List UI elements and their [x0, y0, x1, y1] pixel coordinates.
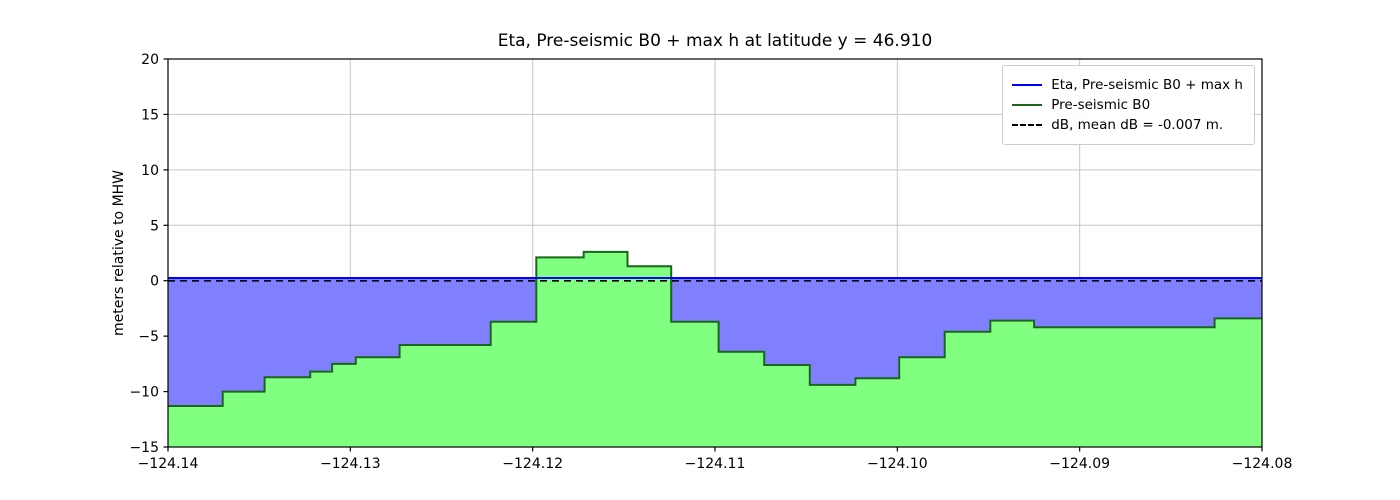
legend-line-eta-icon	[1012, 84, 1043, 86]
y-tick-label: −5	[138, 329, 159, 345]
legend-label-db: dB, mean dB = -0.007 m.	[1051, 117, 1224, 133]
y-tick-label: 15	[141, 107, 159, 123]
x-tick-label: −124.13	[320, 456, 381, 472]
legend-entry-db: dB, mean dB = -0.007 m.	[1012, 117, 1243, 133]
y-tick-label: 0	[150, 274, 159, 290]
legend-label-b0: Pre-seismic B0	[1051, 97, 1151, 113]
x-tick-label: −124.08	[1232, 456, 1293, 472]
legend-line-db-icon	[1012, 124, 1043, 126]
y-tick-label: 5	[150, 218, 159, 234]
legend-entry-eta: Eta, Pre-seismic B0 + max h	[1012, 77, 1243, 93]
y-tick-label: 20	[141, 52, 159, 68]
x-tick-label: −124.11	[685, 456, 746, 472]
legend-line-b0-icon	[1012, 104, 1043, 106]
y-tick-label: 10	[141, 163, 159, 179]
x-tick-label: −124.09	[1049, 456, 1110, 472]
legend-label-eta: Eta, Pre-seismic B0 + max h	[1051, 77, 1243, 93]
legend-entry-b0: Pre-seismic B0	[1012, 97, 1243, 113]
b0-step-line	[168, 250, 1262, 407]
x-tick-label: −124.12	[502, 456, 563, 472]
b0-topography-fill	[168, 251, 1262, 447]
x-tick-label: −124.14	[138, 456, 199, 472]
legend: Eta, Pre-seismic B0 + max h Pre-seismic …	[1002, 65, 1255, 145]
y-tick-label: −10	[129, 385, 159, 401]
x-tick-label: −124.10	[867, 456, 928, 472]
y-tick-label: −15	[129, 440, 159, 456]
chart-title: Eta, Pre-seismic B0 + max h at latitude …	[497, 31, 933, 51]
